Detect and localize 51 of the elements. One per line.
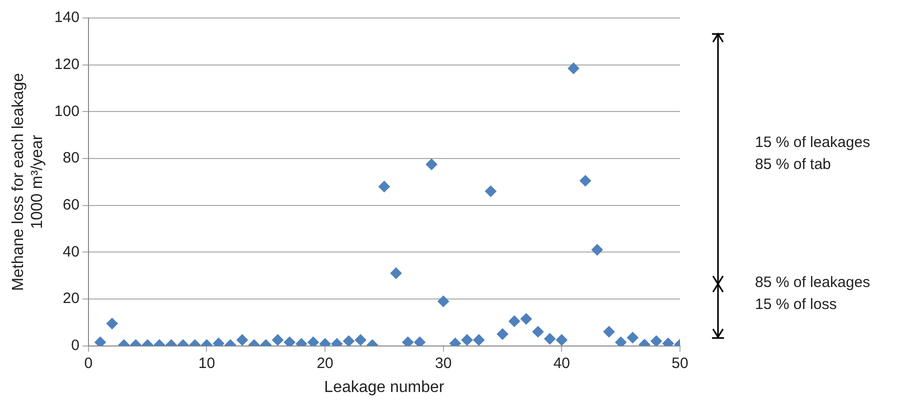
- y-tick-label: 40: [62, 243, 80, 260]
- text: 15 % of leakages 85 % of tab: [755, 133, 870, 175]
- point: [544, 333, 556, 344]
- x-tick-label: 0: [84, 354, 93, 372]
- y-tick-label: 140: [54, 9, 80, 26]
- point: [556, 334, 568, 346]
- x-tick-label: 40: [553, 354, 570, 372]
- point: [532, 326, 544, 338]
- point: [497, 328, 508, 340]
- x-axis-title: Leakage number: [324, 378, 445, 396]
- y-tick-label: 100: [54, 102, 80, 120]
- point: [650, 336, 662, 346]
- point: [402, 336, 414, 346]
- point: [272, 334, 284, 346]
- x-tick-label: 10: [198, 354, 216, 372]
- text: 85 % of leakages 15 % of loss: [755, 273, 870, 315]
- y-tick-label: 120: [54, 56, 80, 73]
- point: [462, 334, 473, 346]
- point: [236, 334, 248, 346]
- point: [568, 62, 580, 74]
- point: [627, 332, 638, 344]
- point: [343, 336, 354, 346]
- point: [508, 316, 520, 327]
- point: [604, 326, 615, 338]
- point: [592, 244, 603, 256]
- point: [213, 338, 224, 346]
- point: [378, 181, 390, 192]
- x-tick-label: 30: [435, 354, 452, 372]
- x-tick-label: 50: [672, 354, 688, 372]
- point: [615, 336, 626, 346]
- point: [450, 338, 461, 346]
- point: [426, 158, 438, 170]
- point: [390, 268, 402, 279]
- x-tick-label: 20: [316, 354, 334, 372]
- point: [308, 336, 319, 346]
- point: [106, 318, 118, 330]
- point: [438, 296, 449, 307]
- y-axis-title: Methane loss for each leakage 1000 m³/year: [10, 72, 46, 291]
- y-tick-label: 20: [62, 290, 80, 308]
- y-tick-label: 0: [71, 336, 80, 354]
- point: [94, 336, 106, 346]
- point: [284, 336, 296, 346]
- point: [580, 175, 591, 186]
- point: [473, 334, 484, 346]
- point: [520, 313, 532, 324]
- point: [662, 338, 674, 346]
- y-tick-label: 80: [62, 150, 80, 167]
- y-tick-label: 60: [62, 196, 80, 214]
- point: [355, 334, 366, 346]
- point: [485, 186, 496, 197]
- point: [414, 336, 426, 346]
